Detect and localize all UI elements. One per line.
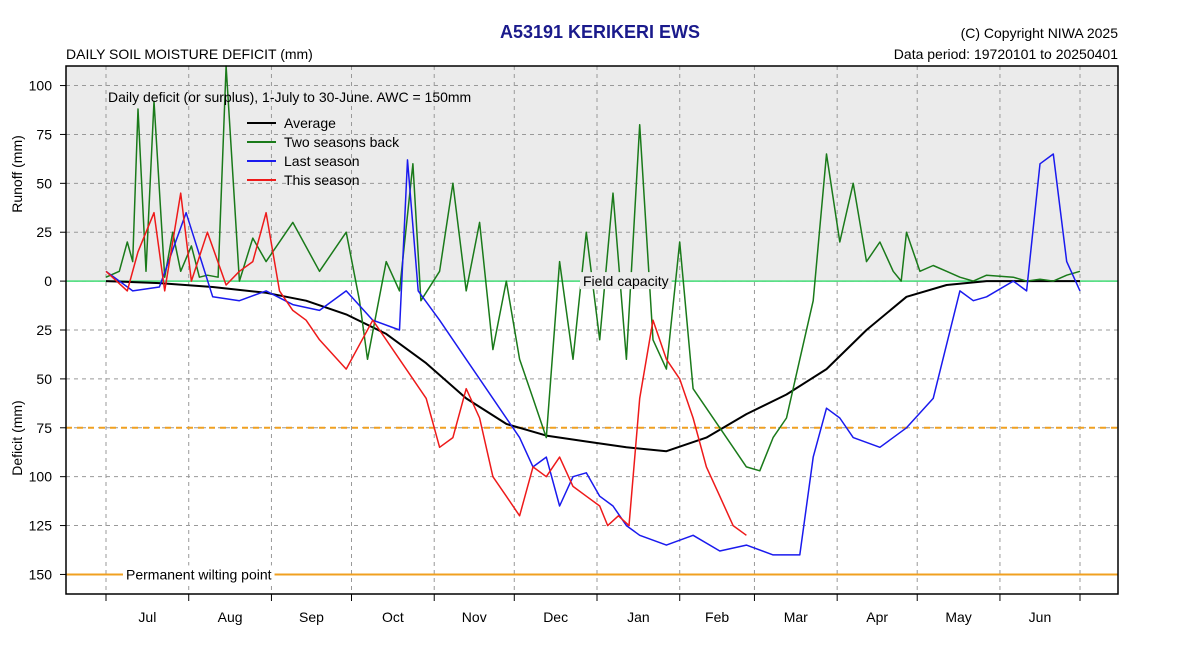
y-tick-label: 100 — [29, 469, 53, 485]
x-month-label: Feb — [705, 609, 729, 625]
x-month-label: Oct — [382, 609, 404, 625]
y-tick-label: 75 — [36, 126, 52, 142]
x-month-label: Aug — [218, 609, 243, 625]
series-line-average — [105, 280, 1080, 453]
y-tick-label: 0 — [44, 273, 52, 289]
reference-label-background — [580, 272, 672, 290]
legend-label: This season — [284, 172, 359, 188]
y-tick-label: 150 — [29, 566, 53, 582]
y-tick-label: 50 — [36, 371, 52, 387]
legend-label: Two seasons back — [284, 134, 400, 150]
data-period-text: Data period: 19720101 to 20250401 — [893, 46, 1118, 62]
x-month-label: Jul — [138, 609, 156, 625]
legend-label: Average — [284, 115, 336, 131]
runoff-background — [66, 66, 1118, 282]
series-line-two-seasons-back — [105, 65, 1081, 472]
y-tick-label: 25 — [36, 224, 52, 240]
series-line-this-season — [105, 192, 747, 536]
y-axis-label-runoff: Runoff (mm) — [9, 135, 25, 213]
chart-title: A53191 KERIKERI EWS — [499, 22, 701, 42]
reference-label-background — [123, 565, 275, 583]
y-tick-label: 125 — [29, 518, 53, 534]
x-month-label: May — [945, 609, 971, 625]
series-line-last-season — [105, 153, 1081, 556]
x-month-label: Nov — [462, 609, 487, 625]
x-month-label: Dec — [543, 609, 568, 625]
copyright-text: (C) Copyright NIWA 2025 — [960, 25, 1118, 41]
y-tick-label: 50 — [36, 175, 52, 191]
x-month-label: Jan — [627, 609, 650, 625]
x-month-label: Jun — [1029, 609, 1052, 625]
x-month-label: Mar — [784, 609, 808, 625]
x-month-label: Apr — [866, 609, 888, 625]
chart-subtitle: DAILY SOIL MOISTURE DEFICIT (mm) — [66, 46, 313, 62]
y-tick-label: 100 — [29, 78, 53, 94]
wilting-point-label: Permanent wilting point — [126, 566, 272, 582]
legend-label: Last season — [284, 153, 360, 169]
x-month-label: Sep — [299, 609, 324, 625]
y-axis-label-deficit: Deficit (mm) — [9, 400, 25, 475]
chart-annotation: Daily deficit (or surplus), 1-July to 30… — [108, 89, 471, 105]
y-tick-label: 75 — [36, 420, 52, 436]
y-tick-label: 25 — [36, 322, 52, 338]
field-capacity-label: Field capacity — [583, 273, 669, 289]
